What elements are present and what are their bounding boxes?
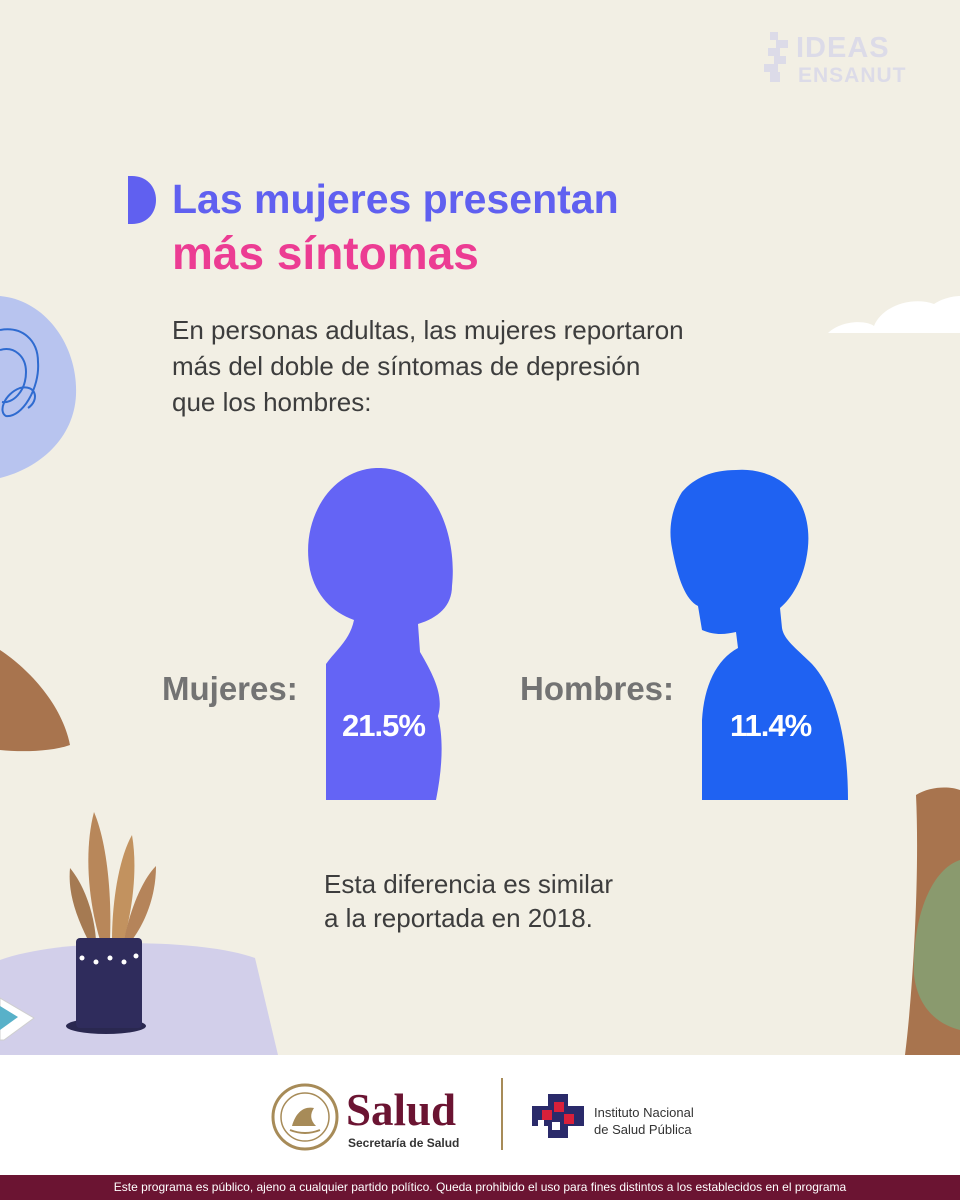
hombres-value: 11.4% — [730, 708, 812, 743]
woman-silhouette-icon — [308, 467, 453, 800]
hombres-label: Hombres: — [520, 670, 675, 707]
insp-logo-icon — [532, 1094, 584, 1138]
disclaimer-bar: Este programa es público, ajeno a cualqu… — [0, 1175, 960, 1200]
intro-text: En personas adultas, las mujeres reporta… — [172, 312, 812, 420]
insp-text-line1: Instituto Nacional — [594, 1105, 694, 1120]
insp-text-line2: de Salud Pública — [594, 1122, 692, 1137]
footer-divider — [501, 1078, 503, 1150]
footer — [0, 1055, 960, 1175]
intro-line2: más del doble de síntomas de depresión — [172, 351, 641, 381]
title-marker-icon — [128, 176, 156, 224]
brown-shape-left — [0, 650, 70, 752]
title-line1: Las mujeres presentan — [172, 176, 619, 222]
plant-icon — [69, 812, 156, 940]
background-decoration — [0, 296, 960, 1055]
note-line1: Esta diferencia es similar — [324, 869, 613, 899]
chair-icon — [905, 787, 960, 1055]
man-silhouette-icon — [670, 469, 848, 800]
pot-icon — [66, 938, 146, 1034]
scribble-blob-icon — [0, 296, 77, 478]
intro-line3: que los hombres: — [172, 387, 372, 417]
cloud-icon — [828, 296, 960, 333]
notebook-icon — [0, 997, 35, 1041]
mujeres-value: 21.5% — [342, 708, 426, 743]
brand-line1: IDEAS — [796, 32, 890, 64]
salud-logo-text: Salud — [346, 1085, 457, 1135]
ideas-logo-icon — [764, 32, 788, 82]
brand-line2: ENSANUT — [798, 64, 907, 87]
salud-subtitle: Secretaría de Salud — [348, 1136, 460, 1150]
note-line2: a la reportada en 2018. — [324, 903, 593, 933]
mujeres-label: Mujeres: — [162, 670, 298, 707]
mexico-seal-icon — [271, 1083, 339, 1151]
title-line2: más síntomas — [172, 227, 479, 279]
intro-line1: En personas adultas, las mujeres reporta… — [172, 315, 684, 345]
note-text: Esta diferencia es similar a la reportad… — [324, 867, 744, 935]
ideas-ensanut-logo: IDEAS ENSANUT — [762, 30, 932, 90]
